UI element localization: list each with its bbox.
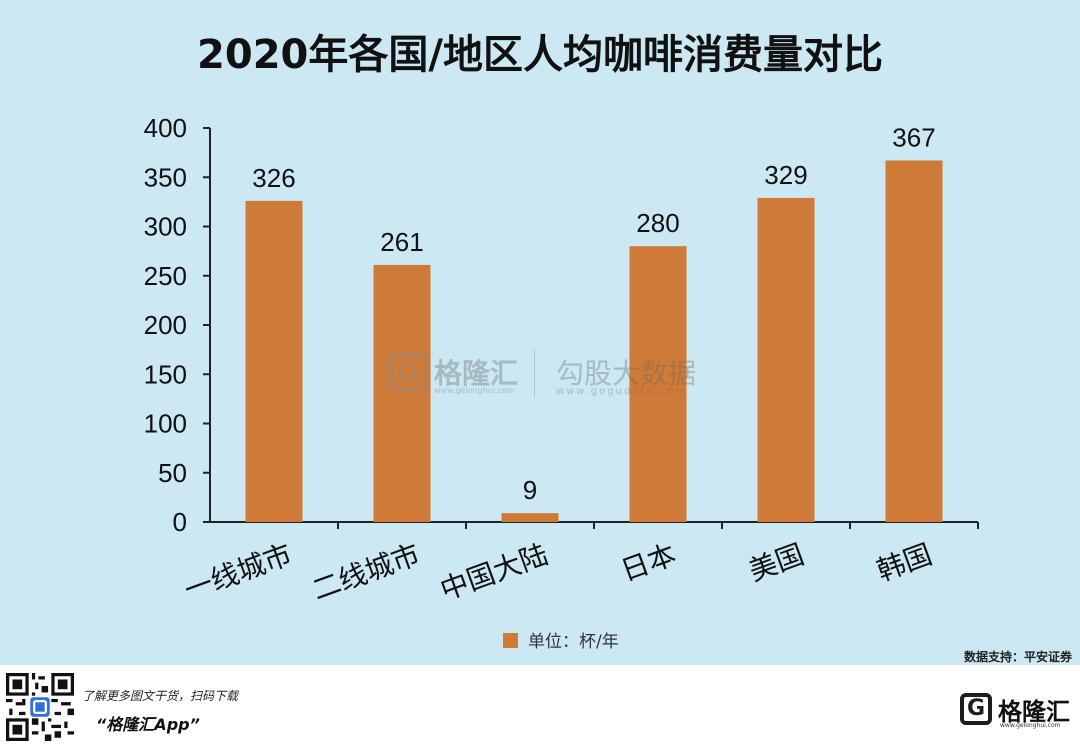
y-tick-label: 250 [144,261,187,291]
y-tick-label: 50 [158,458,187,488]
bar [885,160,943,522]
gelonghui-logo-icon: G [388,352,428,392]
qr-code-icon[interactable] [6,673,74,741]
bar [245,200,303,522]
bar [629,246,687,522]
watermark-name-primary: 格隆汇 [434,357,519,390]
y-tick-label: 400 [144,113,187,143]
brand-g-icon: G [960,693,992,725]
bar-value-label: 261 [380,227,423,257]
category-label: 日本 [616,538,680,588]
y-tick-label: 150 [144,359,187,389]
bar-value-label: 326 [252,163,295,193]
watermark-name-secondary: 勾股大数据 [556,357,697,390]
bar [373,264,431,522]
category-label: 韩国 [872,538,936,588]
bar [757,197,815,522]
brand-name: 格隆汇 [998,698,1070,726]
bar-value-label: 9 [523,475,537,505]
y-tick-label: 100 [144,409,187,439]
app-name: “格隆汇App” [96,715,200,734]
bar-value-label: 329 [764,160,807,190]
legend-label: 单位：杯/年 [528,632,619,652]
bar-value-label: 367 [892,123,935,153]
category-label: 中国大陆 [436,538,553,607]
watermark-url-secondary: www.gogudata.com [556,386,688,397]
watermark-divider [534,350,535,398]
y-tick-label: 200 [144,310,187,340]
bar-value-label: 280 [636,208,679,238]
brand-url: www.gelonghui.com [1000,722,1061,729]
chart-title: 2020年各国/地区人均咖啡消费量对比 [197,32,883,78]
footer: 了解更多图文干货，扫码下载 “格隆汇App” G 格隆汇 www.gelongh… [0,665,1080,747]
bar [501,513,559,522]
watermark: G 格隆汇 www.gelonghui.com 勾股大数据 www.goguda… [388,350,708,400]
y-tick-label: 300 [144,212,187,242]
chart-panel: 2020年各国/地区人均咖啡消费量对比 0 50 100 150 200 250 300 35… [0,0,1080,665]
category-label: 二线城市 [308,538,425,607]
watermark-url-primary: www.gelonghui.com [434,386,515,395]
category-label: 一线城市 [180,538,297,607]
brand-logo: G 格隆汇 www.gelonghui.com [960,691,1070,731]
bar-chart: 0 50 100 150 200 250 300 350 400 326 一线城市 261 二线城市 9… [144,113,979,652]
data-source: 数据支持：平安证券 [963,650,1072,664]
promo-text: 了解更多图文干货，扫码下载 [82,689,239,703]
y-tick-label: 0 [173,507,187,537]
y-tick-label: 350 [144,162,187,192]
legend-swatch [503,633,518,648]
category-label: 美国 [744,538,808,588]
